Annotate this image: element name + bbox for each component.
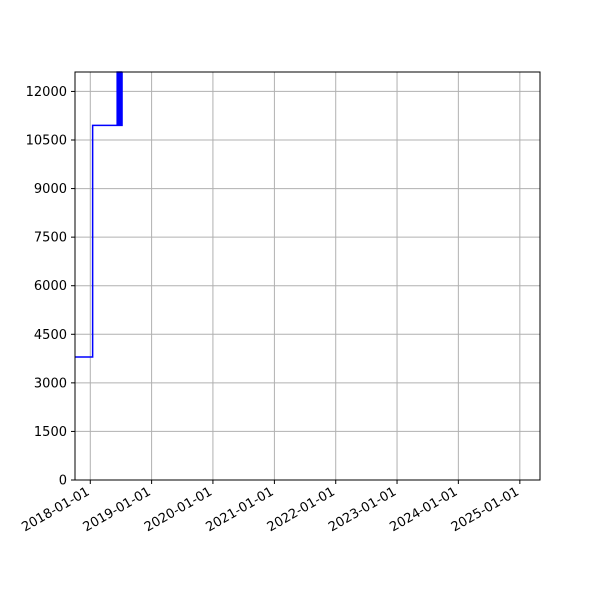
y-tick-label: 0 <box>59 474 67 489</box>
y-tick-label: 10500 <box>26 134 67 149</box>
y-tick-label: 3000 <box>34 376 67 391</box>
y-tick-label: 9000 <box>34 182 67 197</box>
x-tick-label: 2019-01-01 <box>81 484 154 535</box>
x-tick-label: 2020-01-01 <box>142 484 215 535</box>
x-tick-label: 2025-01-01 <box>449 484 522 535</box>
x-tick-label: 2021-01-01 <box>203 484 276 535</box>
x-tick-label: 2018-01-01 <box>19 484 92 535</box>
x-tick-label: 2023-01-01 <box>326 484 399 535</box>
axis-ticks: 0 1500 3000 4500 6000 7500 9000 10500 12000 2018-… <box>19 85 521 535</box>
series-line <box>75 71 123 358</box>
y-tick-label: 6000 <box>34 279 67 294</box>
x-tick-label: 2022-01-01 <box>265 484 338 535</box>
plot-frame <box>74 71 541 481</box>
y-tick-label: 1500 <box>34 425 67 440</box>
series-group <box>75 71 123 358</box>
y-tick-label: 12000 <box>26 85 67 100</box>
grid <box>75 72 540 481</box>
y-tick-label: 4500 <box>34 328 67 343</box>
y-tick-label: 7500 <box>34 231 67 246</box>
x-tick-label: 2024-01-01 <box>387 484 460 535</box>
